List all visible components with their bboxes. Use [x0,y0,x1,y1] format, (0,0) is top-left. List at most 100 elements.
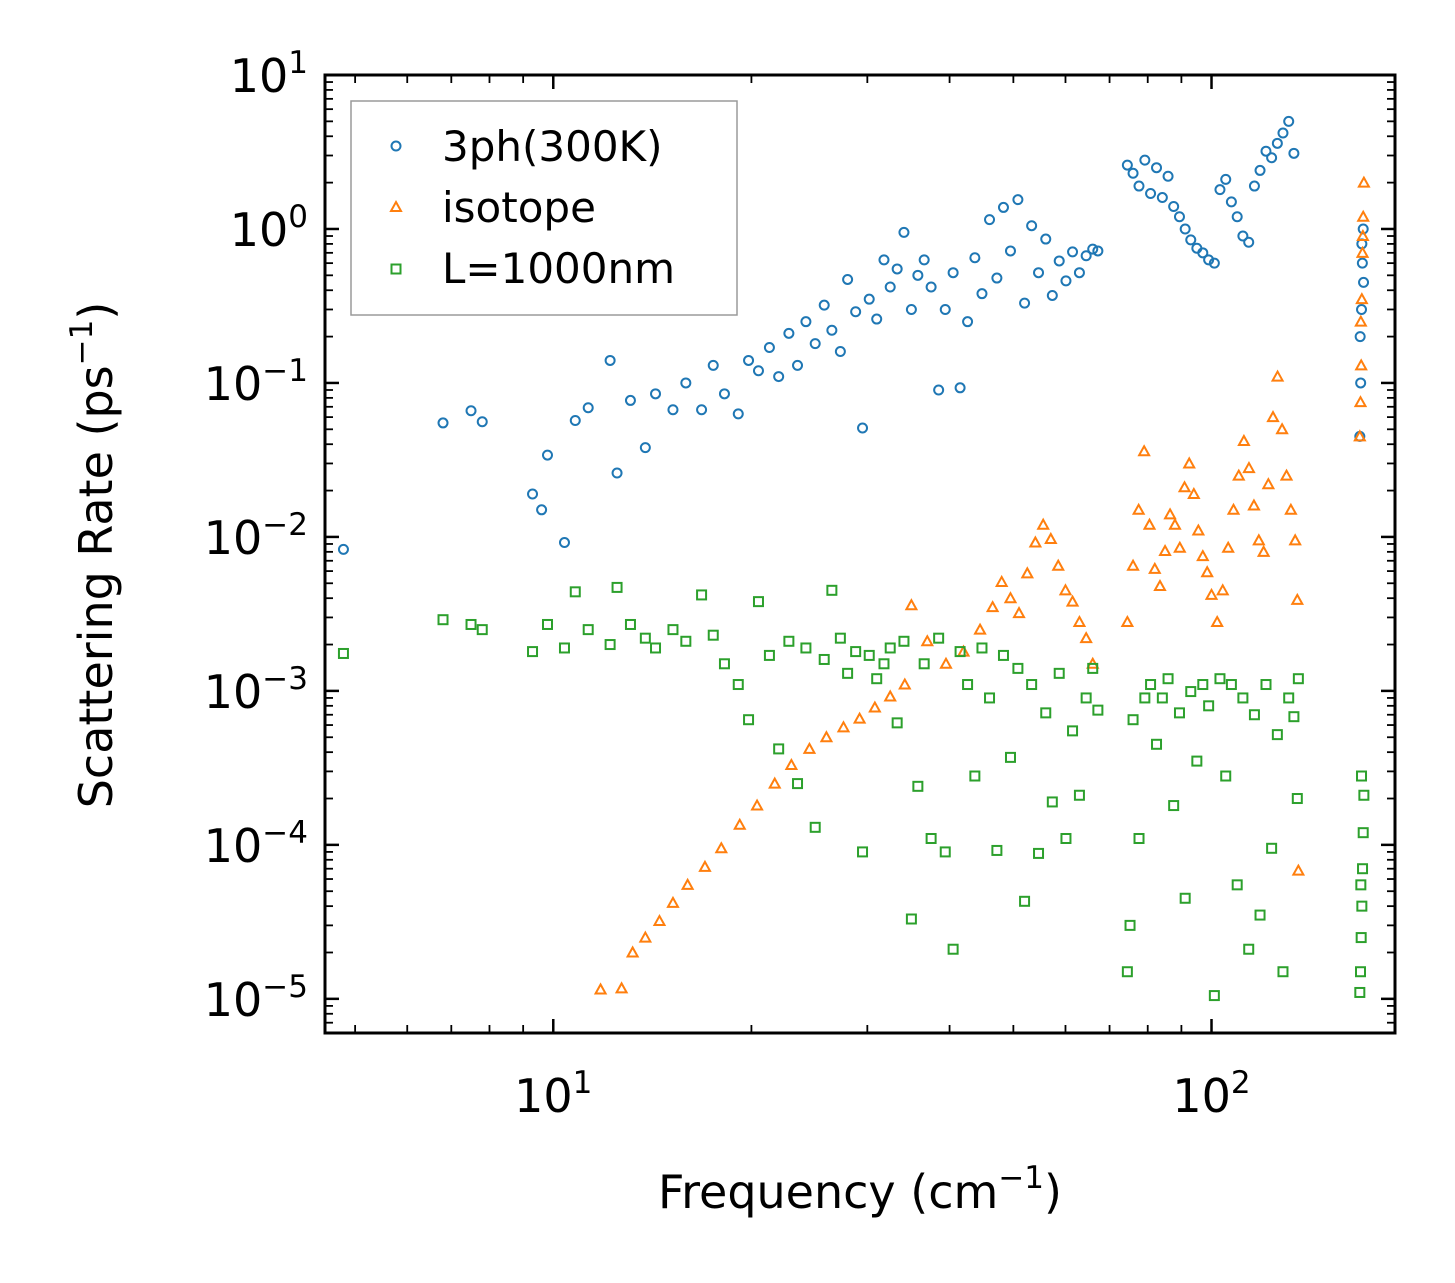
data-point-boundary [1133,832,1145,844]
data-point-3ph [1214,184,1226,196]
data-point-isotope [802,741,817,754]
data-point-3ph [337,543,349,555]
data-point-3ph [898,226,910,238]
data-point-boundary [898,635,910,647]
data-point-boundary [732,679,744,691]
data-point-3ph [933,384,945,396]
series-1 [593,175,1371,995]
data-point-boundary [1291,793,1303,805]
data-point-isotope [1072,614,1087,628]
data-point-isotope [1226,502,1241,515]
data-point-boundary [707,629,719,641]
data-point-boundary [1225,679,1237,691]
data-point-boundary [476,624,488,636]
data-point-3ph [871,313,883,325]
data-point-boundary [1012,662,1024,674]
data-point-isotope [904,598,919,611]
data-point-3ph [1046,289,1058,301]
data-point-3ph [1012,194,1024,206]
data-point-boundary [1080,692,1092,704]
data-point-boundary [1087,662,1099,674]
data-point-3ph [884,281,896,293]
y-tick-label: 10−5 [204,969,308,1027]
legend-label-boundary: L=1000nm [442,244,675,293]
data-point-3ph [1266,152,1278,164]
data-point-boundary [1243,943,1255,955]
data-point-boundary [1162,673,1174,685]
data-point-3ph [969,252,981,264]
data-point-3ph [465,405,477,417]
data-point-boundary [1026,679,1038,691]
y-tick-label: 10−3 [204,661,308,719]
data-point-boundary [541,618,553,630]
data-point-boundary [1354,986,1366,998]
data-point-boundary [611,581,623,593]
data-point-3ph [476,416,488,428]
data-point-3ph [1127,167,1139,179]
data-point-boundary [1356,900,1368,912]
data-point-3ph [1080,250,1092,262]
data-point-boundary [1092,704,1104,716]
series-0 [337,115,1370,555]
x-tick-label: 102 [1172,1065,1250,1123]
data-point-boundary [1231,879,1243,891]
data-point-boundary [680,635,692,647]
data-point-boundary [984,692,996,704]
data-point-3ph [752,365,764,377]
data-point-boundary [1357,863,1369,875]
data-point-boundary [1067,725,1079,737]
data-point-isotope [1256,544,1271,557]
data-point-boundary [1197,679,1209,691]
data-point-boundary [863,649,875,661]
data-point-isotope [733,817,747,830]
data-point-isotope [920,634,934,647]
data-point-3ph [763,341,775,353]
data-point-isotope [1355,245,1370,258]
data-point-boundary [969,770,981,782]
data-point-3ph [834,346,846,358]
data-point-isotope [1290,592,1305,605]
data-point-3ph [984,214,996,226]
data-point-3ph [1173,211,1185,223]
data-point-isotope [1153,578,1167,592]
data-point-boundary [558,642,570,654]
data-point-boundary [1124,919,1136,931]
data-point-boundary [905,913,917,925]
data-point-boundary [1355,966,1367,978]
data-point-boundary [667,624,679,636]
data-point-3ph [1203,254,1215,266]
data-point-isotope [1065,594,1080,607]
data-point-isotope [1353,395,1368,408]
data-point-3ph [1260,145,1272,157]
data-point-isotope [1120,614,1135,628]
data-point-boundary [1355,932,1367,944]
data-point-boundary [752,596,764,608]
data-point-boundary [1237,692,1249,704]
data-point-boundary [1019,895,1031,907]
data-point-boundary [878,658,890,670]
data-point-boundary [1356,770,1368,782]
data-point-3ph [1133,180,1145,192]
data-point-isotope [883,689,897,702]
data-point-isotope [994,574,1009,587]
data-point-isotope [1204,587,1219,600]
y-axis-title: Scattering Rate (ps−1) [64,302,123,809]
data-point-3ph [558,536,570,548]
data-point-boundary [997,649,1009,661]
data-point-boundary [891,717,903,729]
data-point-boundary [465,618,477,630]
data-point-3ph [850,306,862,318]
data-point-3ph [604,354,616,366]
data-point-isotope [680,877,695,890]
data-point-3ph [582,402,594,414]
data-point-boundary [1073,789,1085,801]
data-point-3ph [818,299,830,311]
data-point-boundary [639,632,651,644]
data-point-3ph [569,415,581,427]
data-point-boundary [1277,966,1289,978]
data-point-isotope [1284,502,1298,515]
y-tick-label: 10−1 [204,353,308,411]
data-point-isotope [1242,461,1256,474]
data-point-3ph [891,263,903,275]
